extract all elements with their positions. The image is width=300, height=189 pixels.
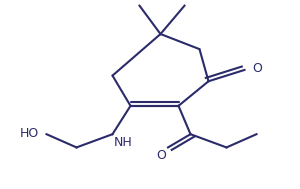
Text: O: O [157, 149, 166, 162]
Text: NH: NH [114, 136, 133, 149]
Text: O: O [252, 63, 262, 75]
Text: HO: HO [20, 127, 39, 140]
